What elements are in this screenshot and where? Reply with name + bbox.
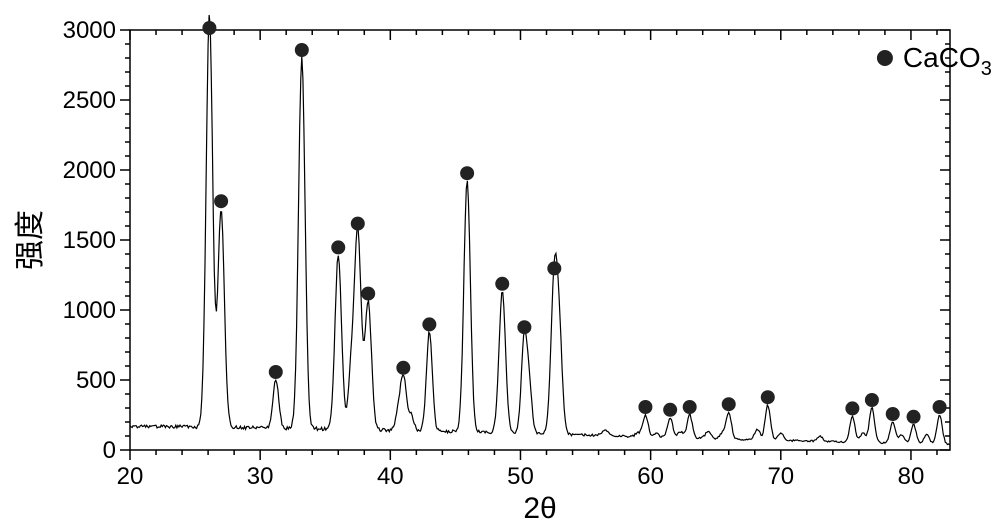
peak-marker [214,194,228,208]
y-tick-label: 3000 [63,17,116,44]
peak-marker [351,217,365,231]
y-tick-label: 1500 [63,227,116,254]
legend-marker [877,50,893,66]
peak-marker [638,400,652,414]
peak-marker [547,261,561,275]
chart-bg [0,0,1000,528]
peak-marker [683,400,697,414]
x-tick-label: 80 [898,463,925,490]
x-tick-label: 30 [247,463,274,490]
x-tick-label: 20 [117,463,144,490]
peak-marker [722,397,736,411]
peak-marker [422,317,436,331]
x-tick-label: 40 [377,463,404,490]
chart-svg: 20 30 40 50 60 70 80 0 500 1000 1500 2000 2500 3000 强度… [0,0,1000,528]
y-tick-label: 500 [76,367,116,394]
legend-text-sub: 3 [981,58,992,80]
peak-marker [460,166,474,180]
peak-marker [331,240,345,254]
peak-marker [886,407,900,421]
x-axis-label: 2θ [523,492,556,525]
legend-text-main: CaCO [903,42,981,73]
peak-marker [865,393,879,407]
y-tick-label: 0 [103,437,116,464]
peak-marker [495,277,509,291]
peak-marker [845,401,859,415]
y-tick-label: 2500 [63,87,116,114]
peak-marker [396,361,410,375]
peak-marker [202,21,216,35]
xrd-chart: 20 30 40 50 60 70 80 0 500 1000 1500 2000 2500 3000 强度… [0,0,1000,528]
peak-marker [269,365,283,379]
peak-marker [761,390,775,404]
x-tick-label: 60 [637,463,664,490]
x-tick-label: 50 [507,463,534,490]
peak-marker [933,400,947,414]
y-axis-label: 强度 [14,210,47,270]
y-tick-label: 1000 [63,297,116,324]
peak-marker [295,43,309,57]
peak-marker [663,403,677,417]
peak-marker [361,287,375,301]
peak-marker [907,410,921,424]
y-tick-label: 2000 [63,157,116,184]
x-tick-label: 70 [767,463,794,490]
peak-marker [517,320,531,334]
